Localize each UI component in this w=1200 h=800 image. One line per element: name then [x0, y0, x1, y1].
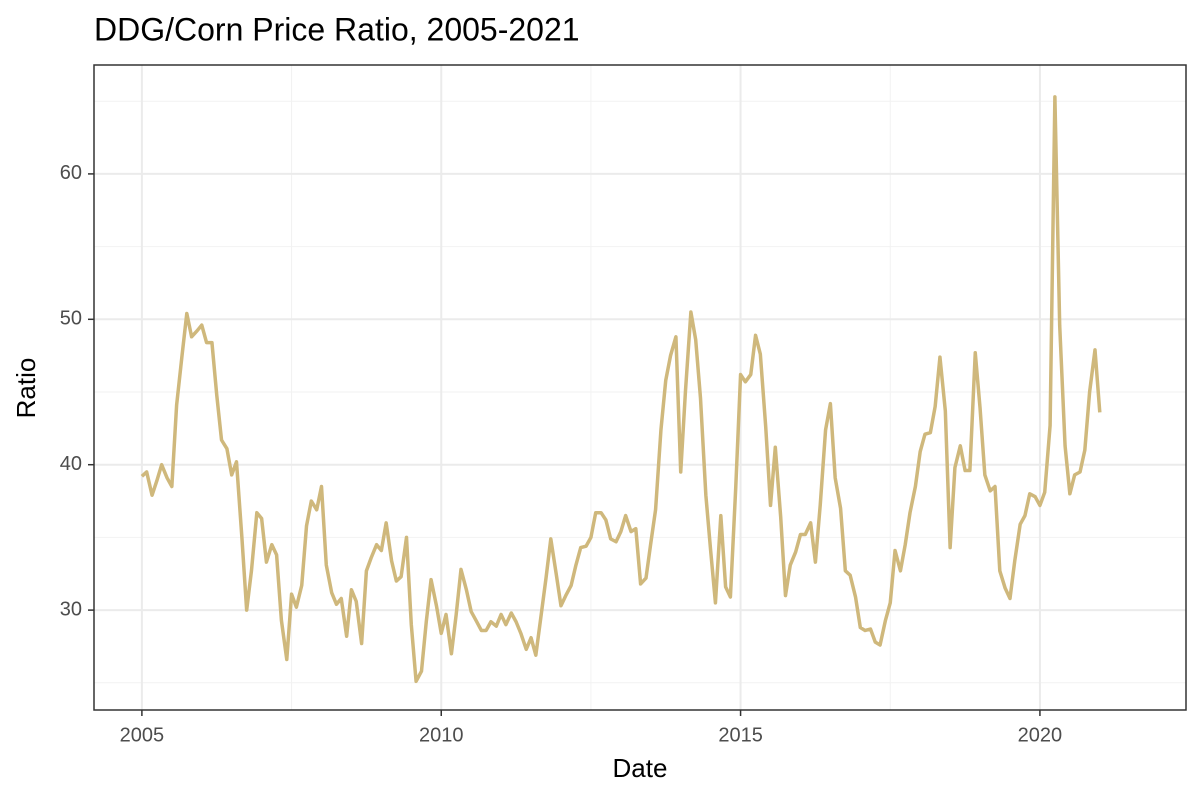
y-axis-title: Ratio	[11, 358, 41, 419]
chart-title: DDG/Corn Price Ratio, 2005-2021	[94, 11, 580, 47]
x-tick-label: 2010	[419, 724, 464, 746]
y-tick-label: 50	[60, 308, 82, 330]
y-tick-label: 30	[60, 598, 82, 620]
x-tick-label: 2005	[120, 724, 165, 746]
y-tick-label: 60	[60, 162, 82, 184]
x-tick-label: 2020	[1018, 724, 1063, 746]
y-tick-label: 40	[60, 453, 82, 475]
x-axis-title: Date	[613, 753, 668, 783]
x-tick-label: 2015	[718, 724, 763, 746]
data-line	[140, 95, 1102, 684]
plot-border	[93, 64, 1187, 711]
